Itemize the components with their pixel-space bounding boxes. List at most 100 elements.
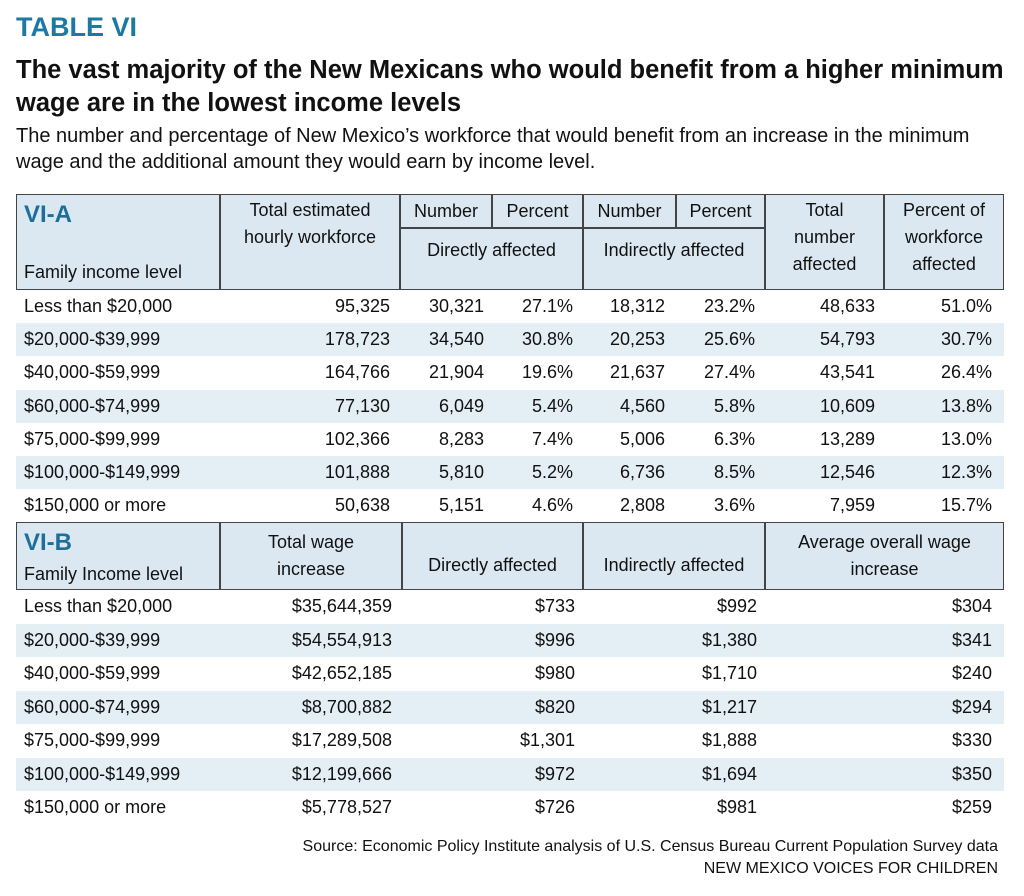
table-value: 5,810 [438,462,484,483]
column-header: Average overall wage increase [798,532,971,579]
header-cell [583,522,765,590]
table-value: 48,633 [819,296,875,317]
table-value: 25.6% [703,329,755,350]
table-value: $1,217 [701,696,757,717]
column-header: Total number affected [792,200,857,274]
source: Source: Economic Policy Institute analys… [302,838,998,855]
row-label: $150,000 or more [24,797,167,818]
table-value: $240 [951,663,992,684]
header-cell [583,228,765,290]
table-value: 18,312 [609,296,665,317]
table-value: 13.8% [940,395,992,416]
row-shading [16,456,1004,490]
table-value: $35,644,359 [291,596,392,617]
table-value: 34,540 [428,329,484,350]
header-cell [16,522,220,590]
table-value: 43,541 [819,362,875,383]
header-cell [583,194,676,228]
row-label: $20,000-$39,999 [24,329,161,350]
table-value: $820 [534,696,575,717]
title: The vast majority of the New Mexicans wh… [16,56,1004,117]
table-label: TABLE VI [16,12,137,42]
table-value: $996 [534,629,575,650]
column-header: Family income level [24,261,183,282]
row-label: $100,000-$149,999 [24,763,181,784]
table-value: $350 [951,763,992,784]
column-header: Indirectly affected [603,239,745,260]
header-cell [220,194,400,290]
table-value: 6.3% [713,428,755,449]
header-cell [492,194,583,228]
table-value: $992 [716,596,757,617]
table-value: $972 [534,763,575,784]
table-value: 5,006 [619,428,665,449]
table-value: $304 [951,596,992,617]
column-header: Directly affected [427,239,556,260]
header-cell [400,228,583,290]
table-value: $1,888 [701,730,757,751]
table-value: 5.2% [531,462,573,483]
table-value: $733 [534,596,575,617]
row-shading [16,389,1004,423]
header-cell [220,522,402,590]
table-value: 26.4% [940,362,992,383]
row-shading [16,757,1004,791]
table-value: $341 [951,629,992,650]
table-value: 7.4% [531,428,573,449]
row-label: $60,000-$74,999 [24,696,161,717]
section-label: VI-B [24,528,72,556]
table-value: $981 [716,797,757,818]
row-label: Less than $20,000 [24,296,173,317]
column-header: Directly affected [428,554,557,575]
table-value: 4,560 [619,395,665,416]
table-value: $980 [534,663,575,684]
table-value: 27.4% [703,362,755,383]
row-label: $75,000-$99,999 [24,730,161,751]
column-header: Indirectly affected [603,554,745,575]
table-value: 3.6% [713,495,755,516]
table-value: 12,546 [819,462,875,483]
table-value: 54,793 [819,329,875,350]
table-value: 12.3% [940,462,992,483]
row-shading [16,323,1004,357]
table-value: 30.7% [940,329,992,350]
row-label: $150,000 or more [24,495,167,516]
table-value: 21,637 [609,362,665,383]
table-value: 2,808 [619,495,665,516]
table-value: 8,283 [438,428,484,449]
column-header: Number [597,200,662,221]
table-value: $8,700,882 [301,696,392,717]
table-value: 6,049 [438,395,484,416]
table-value: $1,301 [519,730,575,751]
table-value: 30,321 [428,296,484,317]
table-value: $17,289,508 [291,730,392,751]
table-value: $259 [951,797,992,818]
row-label: $40,000-$59,999 [24,362,161,383]
table-value: 7,959 [829,495,875,516]
table-value: 5.4% [531,395,573,416]
table-value: 50,638 [334,495,390,516]
table-value: $42,652,185 [291,663,392,684]
table-value: 5,151 [438,495,484,516]
table-value: 15.7% [940,495,992,516]
table-value: $726 [534,797,575,818]
header-cell [16,194,220,290]
section-label: VI-A [24,200,72,228]
table-value: 8.5% [713,462,755,483]
table-value: 77,130 [334,395,390,416]
subtitle: The number and percentage of New Mexico’… [16,125,970,173]
table-value: 13.0% [940,428,992,449]
header-cell [402,522,583,590]
row-label: $40,000-$59,999 [24,663,161,684]
header-cell [400,194,492,228]
column-header: Percent of workforce affected [902,200,986,274]
table-value: 101,888 [324,462,390,483]
table-value: 51.0% [940,296,992,317]
table-value: $294 [951,696,992,717]
table-value: 19.6% [521,362,573,383]
table-value: 95,325 [334,296,390,317]
table-value: 4.6% [531,495,573,516]
table-value: $12,199,666 [291,763,392,784]
